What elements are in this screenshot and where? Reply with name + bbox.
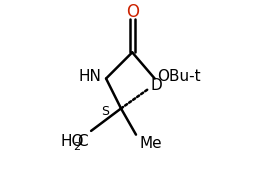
Text: 2: 2 bbox=[73, 142, 80, 152]
Text: D: D bbox=[151, 78, 163, 93]
Text: C: C bbox=[77, 134, 88, 149]
Text: OBu-t: OBu-t bbox=[158, 69, 201, 84]
Text: HO: HO bbox=[60, 134, 84, 149]
Text: O: O bbox=[126, 3, 139, 21]
Text: S: S bbox=[101, 105, 109, 118]
Text: HN: HN bbox=[78, 69, 101, 84]
Text: Me: Me bbox=[140, 136, 162, 151]
